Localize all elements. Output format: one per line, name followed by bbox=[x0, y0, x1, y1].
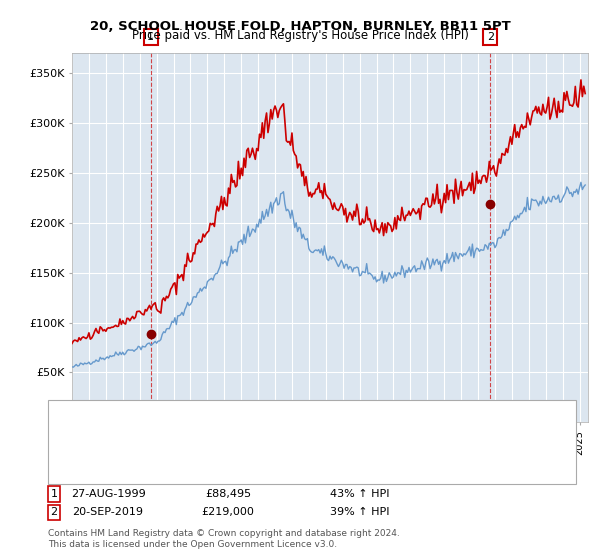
Text: 39% ↑ HPI: 39% ↑ HPI bbox=[330, 507, 390, 517]
Text: 2: 2 bbox=[487, 32, 494, 42]
Text: 2: 2 bbox=[50, 507, 58, 517]
Text: 20-SEP-2019: 20-SEP-2019 bbox=[73, 507, 143, 517]
Text: 43% ↑ HPI: 43% ↑ HPI bbox=[330, 489, 390, 499]
Text: Contains HM Land Registry data © Crown copyright and database right 2024.
This d: Contains HM Land Registry data © Crown c… bbox=[48, 529, 400, 549]
Text: £219,000: £219,000 bbox=[202, 507, 254, 517]
Text: Price paid vs. HM Land Registry's House Price Index (HPI): Price paid vs. HM Land Registry's House … bbox=[131, 29, 469, 42]
Text: 20, SCHOOL HOUSE FOLD, HAPTON, BURNLEY, BB11 5PT: 20, SCHOOL HOUSE FOLD, HAPTON, BURNLEY, … bbox=[89, 20, 511, 32]
Text: 1: 1 bbox=[50, 489, 58, 499]
Text: 27-AUG-1999: 27-AUG-1999 bbox=[71, 489, 145, 499]
Text: 20, SCHOOL HOUSE FOLD, HAPTON, BURNLEY, BB11 5PT (detached house): 20, SCHOOL HOUSE FOLD, HAPTON, BURNLEY, … bbox=[102, 407, 476, 417]
Text: 1: 1 bbox=[147, 32, 154, 42]
Text: £88,495: £88,495 bbox=[205, 489, 251, 499]
Text: HPI: Average price, detached house, Burnley: HPI: Average price, detached house, Burn… bbox=[102, 423, 325, 433]
